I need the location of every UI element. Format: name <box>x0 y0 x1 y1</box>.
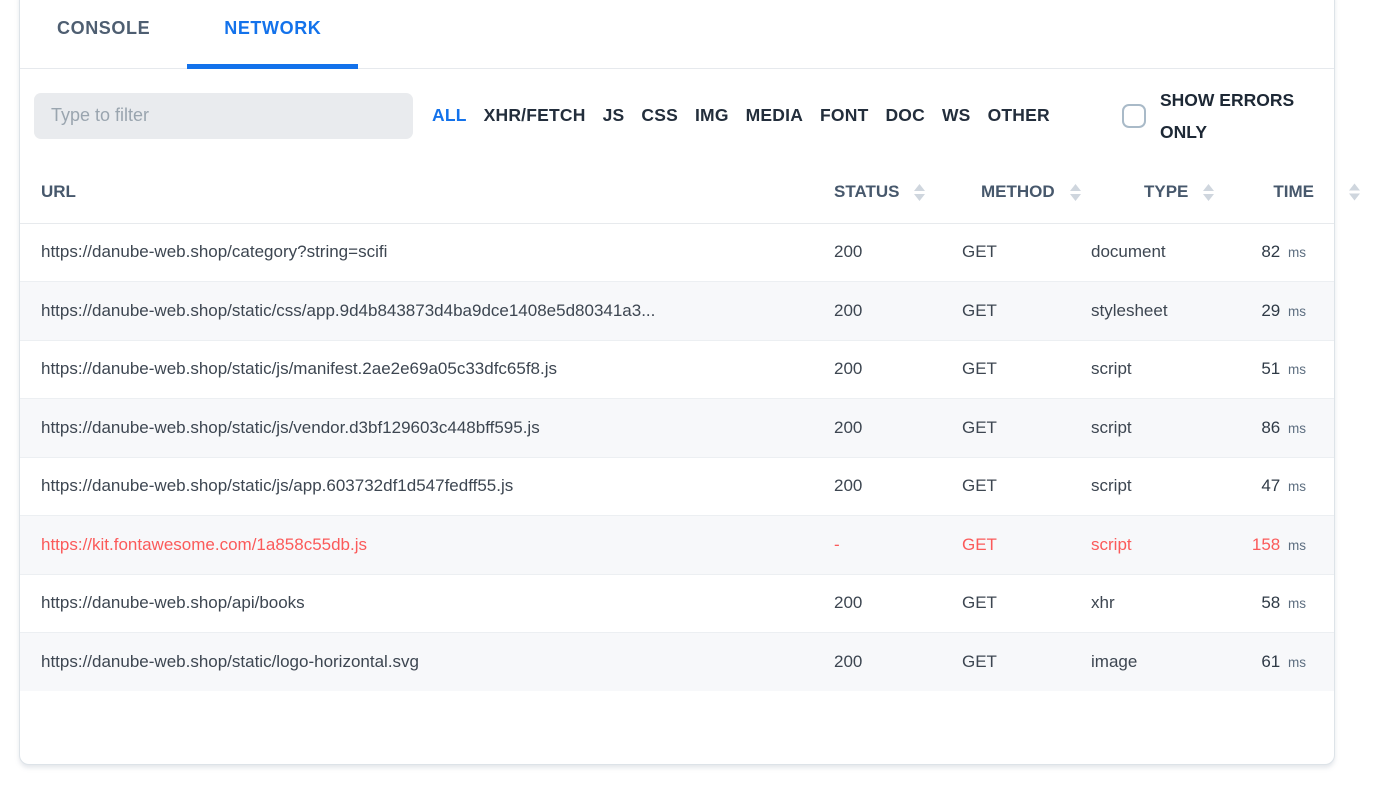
type-filter-js[interactable]: JS <box>603 105 625 126</box>
type-filter-ws[interactable]: WS <box>942 105 971 126</box>
request-method: GET <box>943 223 1072 282</box>
request-status: - <box>815 516 943 575</box>
request-status: 200 <box>815 457 943 516</box>
network-request-row[interactable]: https://danube-web.shop/static/css/app.9… <box>20 282 1334 341</box>
sort-icon <box>1070 184 1081 201</box>
request-type: document <box>1072 223 1216 282</box>
sort-icon <box>1349 184 1360 201</box>
request-type: script <box>1072 457 1216 516</box>
request-time: 82 ms <box>1216 223 1334 282</box>
request-time: 61 ms <box>1216 633 1334 692</box>
type-filter-css[interactable]: CSS <box>641 105 678 126</box>
network-request-row[interactable]: https://danube-web.shop/static/js/vendor… <box>20 399 1334 458</box>
filter-bar: ALLXHR/FETCHJSCSSIMGMEDIAFONTDOCWSOTHER … <box>20 69 1334 162</box>
sort-icon <box>1203 184 1214 201</box>
request-status: 200 <box>815 574 943 633</box>
request-url: https://kit.fontawesome.com/1a858c55db.j… <box>20 516 815 575</box>
network-request-row[interactable]: https://danube-web.shop/static/js/app.60… <box>20 457 1334 516</box>
column-header-status[interactable]: STATUS <box>815 162 943 223</box>
request-method: GET <box>943 516 1072 575</box>
request-time: 47 ms <box>1216 457 1334 516</box>
sort-icon <box>914 184 925 201</box>
request-method: GET <box>943 457 1072 516</box>
request-time: 29 ms <box>1216 282 1334 341</box>
type-filter-media[interactable]: MEDIA <box>746 105 803 126</box>
request-status: 200 <box>815 223 943 282</box>
show-errors-label: SHOW ERRORS ONLY <box>1160 84 1310 148</box>
devtools-panel: CONSOLE NETWORK ALL XHR/FETCH JS CSS IMG MEDI… <box>19 0 1335 765</box>
request-url: https://danube-web.shop/category?string=… <box>20 223 815 282</box>
network-request-row[interactable]: https://danube-web.shop/static/logo-hori… <box>20 633 1334 692</box>
network-request-row[interactable]: https://danube-web.shop/category?string=… <box>20 223 1334 282</box>
request-method: GET <box>943 340 1072 399</box>
request-status: 200 <box>815 633 943 692</box>
column-header-type[interactable]: TYPE <box>1072 162 1216 223</box>
request-url: https://danube-web.shop/static/js/manife… <box>20 340 815 399</box>
column-header-time[interactable]: TIME <box>1216 162 1334 223</box>
request-type: script <box>1072 399 1216 458</box>
filter-input[interactable] <box>34 93 413 139</box>
type-filter-font[interactable]: FONT <box>820 105 868 126</box>
request-url: https://danube-web.shop/api/books <box>20 574 815 633</box>
request-time: 158 ms <box>1216 516 1334 575</box>
type-filter-doc[interactable]: DOC <box>885 105 925 126</box>
request-time: 58 ms <box>1216 574 1334 633</box>
type-filter-all[interactable]: ALL <box>432 105 467 126</box>
request-type: script <box>1072 516 1216 575</box>
tabs-bar: CONSOLE NETWORK <box>20 0 1334 69</box>
tab-console[interactable]: CONSOLE <box>20 0 187 68</box>
type-filter-img[interactable]: IMG <box>695 105 729 126</box>
column-label-type: TYPE <box>1144 182 1188 202</box>
column-label-status: STATUS <box>834 182 899 202</box>
request-url: https://danube-web.shop/static/js/app.60… <box>20 457 815 516</box>
network-request-row[interactable]: https://danube-web.shop/static/js/manife… <box>20 340 1334 399</box>
request-method: GET <box>943 282 1072 341</box>
request-type: image <box>1072 633 1216 692</box>
request-status: 200 <box>815 282 943 341</box>
request-status: 200 <box>815 399 943 458</box>
request-method: GET <box>943 633 1072 692</box>
request-time: 51 ms <box>1216 340 1334 399</box>
request-url: https://danube-web.shop/static/js/vendor… <box>20 399 815 458</box>
request-method: GET <box>943 399 1072 458</box>
type-filter-list: ALL XHR/FETCH JS CSS IMG MEDIA FONT DOC WS OTHER <box>432 105 1050 126</box>
request-status: 200 <box>815 340 943 399</box>
column-header-method[interactable]: METHOD <box>943 162 1072 223</box>
request-time: 86 ms <box>1216 399 1334 458</box>
request-method: GET <box>943 574 1072 633</box>
column-label-time: TIME <box>1273 182 1314 202</box>
tab-network[interactable]: NETWORK <box>187 0 358 68</box>
show-errors-only-toggle[interactable]: SHOW ERRORS ONLY <box>1122 84 1310 148</box>
request-url: https://danube-web.shop/static/css/app.9… <box>20 282 815 341</box>
request-type: xhr <box>1072 574 1216 633</box>
type-filter-other[interactable]: OTHER <box>988 105 1050 126</box>
column-header-url[interactable]: URL <box>20 162 815 223</box>
table-header-row: URL STATUS METHOD <box>20 162 1334 223</box>
request-url: https://danube-web.shop/static/logo-hori… <box>20 633 815 692</box>
type-filter-xhr-fetch[interactable]: XHR/FETCH <box>484 105 586 126</box>
column-label-url: URL <box>41 182 76 202</box>
column-label-method: METHOD <box>981 182 1055 202</box>
show-errors-checkbox[interactable] <box>1122 104 1146 128</box>
request-type: script <box>1072 340 1216 399</box>
network-requests-table: URL STATUS METHOD <box>20 162 1334 691</box>
request-type: stylesheet <box>1072 282 1216 341</box>
network-request-row[interactable]: https://danube-web.shop/api/books 200 GE… <box>20 574 1334 633</box>
network-request-row[interactable]: https://kit.fontawesome.com/1a858c55db.j… <box>20 516 1334 575</box>
